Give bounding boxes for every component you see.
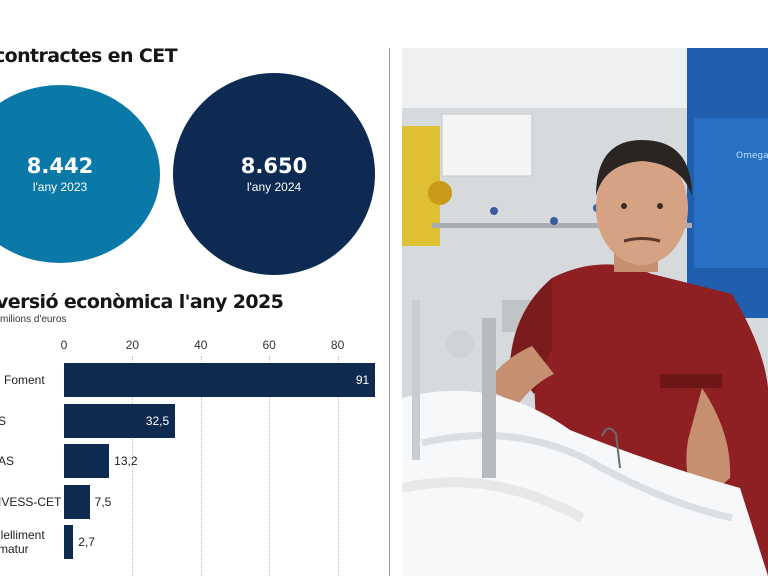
bar-value-label: 7,5 [94,494,112,509]
circle-2023: 8.442 l'any 2023 [0,85,160,263]
bar-value-label: 2,7 [78,535,95,549]
grid-line [200,356,202,576]
worker-photo: Omega [402,48,768,576]
bar-value-label: 91 [355,373,370,387]
circle-2024-label: l'any 2024 [246,180,302,194]
bar [64,363,376,397]
bar-category-line: l Foment [0,373,45,387]
bar-value-label: 13,2 [114,454,138,468]
grid-line [269,356,271,576]
circle-2024-value: 8.650 [240,154,308,178]
bar-category-label: l Foment [0,373,45,387]
grid-line [337,356,339,576]
bar-category-label: AS [0,454,14,468]
bar-value-label: 32,5 [145,413,170,428]
x-tick-label: 80 [330,338,345,352]
grid-line [132,356,134,576]
bar-category-line: matur [0,542,29,556]
bar-category-label: IVESS-CET [0,495,61,509]
bar [64,525,74,559]
bar [64,484,90,519]
x-tick-label: 0 [60,338,68,352]
bar-category-label: S [0,414,6,428]
bar-category-line: AS [0,454,15,468]
circle-2024: 8.650 l'any 2024 [173,73,375,275]
circle-2023-label: l'any 2023 [32,180,88,194]
column-divider [389,48,390,576]
sticker-text: Omega [736,151,768,161]
infographic-panel: contractes en CET 8.442 l'any 2023 8.650… [0,45,376,576]
circle-2023-value: 8.442 [26,154,94,178]
x-tick-label: 60 [262,338,276,352]
investment-heading: versió econòmica l'any 2025 [0,291,284,313]
x-tick-label: 40 [194,338,208,352]
bar-category-line: IVESS-CET [0,494,62,509]
x-tick-label: 20 [125,338,140,352]
worker-photo-image: Omega [402,48,768,576]
chart-unit-label: milions d'euros [0,314,67,325]
bar-category-line: S [0,413,7,428]
contracts-heading: contractes en CET [0,45,178,67]
bar-category-label: llelliment matur [0,528,45,556]
bar-category-line: llelliment [0,528,45,542]
bar [64,403,176,438]
bar [64,444,110,478]
